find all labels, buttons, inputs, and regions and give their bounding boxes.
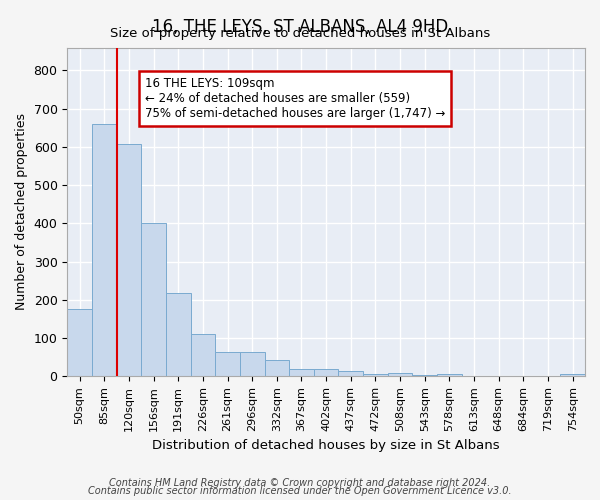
Text: 16 THE LEYS: 109sqm
← 24% of detached houses are smaller (559)
75% of semi-detac: 16 THE LEYS: 109sqm ← 24% of detached ho…: [145, 77, 445, 120]
Bar: [265, 360, 289, 376]
Bar: [141, 224, 166, 376]
Bar: [412, 375, 437, 376]
Text: 16, THE LEYS, ST ALBANS, AL4 9HD: 16, THE LEYS, ST ALBANS, AL4 9HD: [152, 18, 448, 36]
Bar: [388, 374, 412, 376]
Bar: [166, 293, 191, 376]
Bar: [363, 374, 388, 376]
Bar: [92, 124, 116, 376]
Bar: [215, 352, 240, 376]
Text: Contains public sector information licensed under the Open Government Licence v3: Contains public sector information licen…: [88, 486, 512, 496]
Bar: [437, 374, 462, 376]
Bar: [314, 370, 338, 376]
Bar: [240, 352, 265, 376]
Bar: [116, 144, 141, 376]
Bar: [560, 374, 585, 376]
Bar: [338, 370, 363, 376]
Bar: [67, 310, 92, 376]
Y-axis label: Number of detached properties: Number of detached properties: [15, 114, 28, 310]
Text: Contains HM Land Registry data © Crown copyright and database right 2024.: Contains HM Land Registry data © Crown c…: [109, 478, 491, 488]
Bar: [191, 334, 215, 376]
Bar: [289, 370, 314, 376]
X-axis label: Distribution of detached houses by size in St Albans: Distribution of detached houses by size …: [152, 440, 500, 452]
Text: Size of property relative to detached houses in St Albans: Size of property relative to detached ho…: [110, 28, 490, 40]
